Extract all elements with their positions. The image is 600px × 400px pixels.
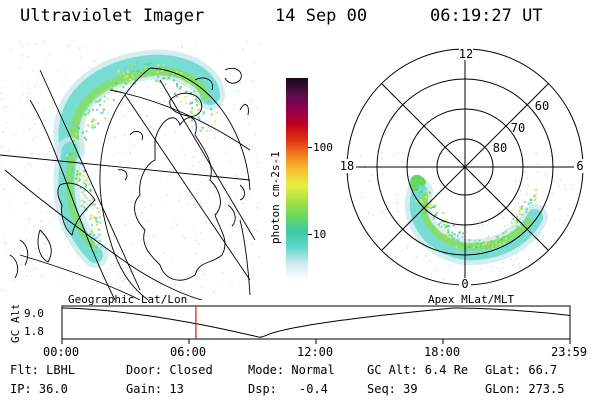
mlat-label-70: 70	[511, 121, 525, 135]
aurora-speckle	[65, 62, 218, 254]
timeline-tick-label: 12:00	[297, 345, 334, 359]
altitude-curve	[61, 307, 571, 338]
filter-info: Flt: LBHL	[10, 363, 76, 377]
aurora-band-left-core	[66, 151, 96, 249]
observation-date: 14 Sep 00	[275, 6, 368, 26]
colorbar	[286, 78, 308, 278]
gc-alt-axis-label: GC Alt	[9, 305, 22, 343]
mlt-label-0: 0	[461, 277, 468, 291]
colorbar-unit-label: photon cm-2s-1	[269, 151, 282, 244]
mlt-label-6: 6	[576, 159, 583, 173]
geographic-caption: Geographic Lat/Lon	[68, 293, 188, 306]
gain-info: Gain: 13	[126, 382, 184, 396]
polar-mlat-mlt-plot: 12 6 18 0 60 70 80	[340, 47, 586, 292]
polar-grid	[346, 48, 584, 286]
timeline-ticks	[61, 339, 571, 344]
svg-text:photon cm-2s-1: photon cm-2s-1	[269, 151, 282, 244]
ip-info: IP: 36.0	[10, 382, 68, 396]
timeline-tick-label: 23:59	[551, 345, 588, 359]
apex-caption: Apex MLat/MLT	[428, 293, 515, 306]
mlat-label-60: 60	[535, 99, 549, 113]
aurora-arc-tip	[410, 174, 426, 191]
timeline-tick-label: 00:00	[43, 345, 80, 359]
gc-alt-info: GC Alt: 6.4 Re	[367, 363, 469, 377]
instrument-title: Ultraviolet Imager	[20, 6, 205, 26]
y-tick-bottom: 1.8	[24, 325, 44, 338]
colorbar-tick-10: 10	[313, 228, 327, 241]
colorbar-tick-100: 100	[313, 141, 333, 154]
colorbar-gradient	[286, 78, 308, 278]
mode-info: Mode: Normal	[248, 363, 335, 377]
dsp-value: -0.4	[299, 382, 328, 396]
mlt-label-12: 12	[459, 47, 473, 61]
dsp-label: Dsp:	[248, 382, 277, 396]
y-tick-top: 9.0	[24, 307, 44, 320]
timeline-frame	[61, 305, 571, 340]
glon-info: GLon: 273.5	[485, 382, 565, 396]
observation-time: 06:19:27 UT	[430, 6, 543, 26]
mlat-label-80: 80	[493, 141, 507, 155]
graticule	[0, 67, 256, 300]
aurora-speckle	[415, 188, 537, 256]
door-info: Door: Closed	[126, 363, 213, 377]
coastlines	[9, 67, 249, 281]
svg-text:GC Alt: GC Alt	[9, 305, 22, 343]
timeline-tick-label: 06:00	[170, 345, 207, 359]
seq-info: Seq: 39	[367, 382, 418, 396]
mlt-label-18: 18	[340, 159, 354, 173]
glat-info: GLat: 66.7	[485, 363, 558, 377]
altitude-timeline-plot	[61, 305, 571, 344]
timeline-tick-label: 18:00	[424, 345, 461, 359]
geographic-projection-image	[0, 40, 262, 300]
